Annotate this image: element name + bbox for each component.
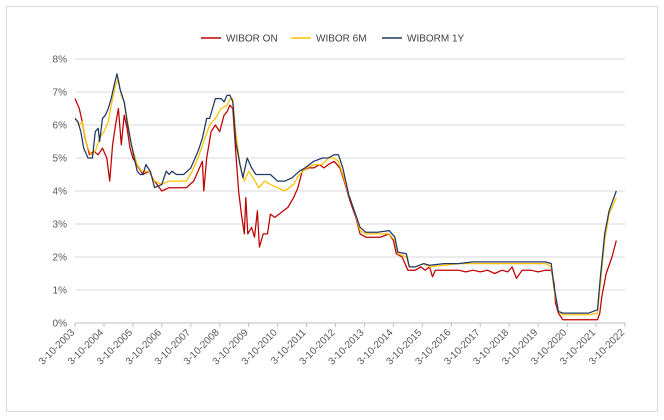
chart-frame	[6, 6, 658, 412]
y-tick-label: 8%	[53, 55, 68, 66]
legend: WIBOR ON WIBOR 6M WIBORM 1Y	[201, 34, 465, 45]
y-tick-label: 0%	[53, 319, 68, 330]
y-tick-label: 4%	[53, 187, 68, 198]
legend-label: WIBOR ON	[226, 34, 278, 45]
y-tick-label: 1%	[53, 286, 68, 297]
x-axis-ticks: 3-10-20033-10-20043-10-20053-10-20063-10…	[37, 323, 627, 367]
y-tick-label: 7%	[53, 88, 68, 99]
y-tick-label: 3%	[53, 220, 68, 231]
series-lines	[74, 73, 617, 321]
series-line-wiborm-1y	[74, 73, 617, 314]
y-tick-label: 5%	[53, 154, 68, 165]
y-axis-ticks: 0% 1% 2% 3% 4% 5% 6% 7% 8%	[53, 55, 68, 330]
legend-label: WIBORM 1Y	[407, 34, 465, 45]
y-tick-label: 6%	[53, 121, 68, 132]
series-line-wibor-6m	[74, 78, 617, 316]
gridlines	[75, 58, 625, 324]
y-tick-label: 2%	[53, 253, 68, 264]
series-line-wibor-on	[74, 98, 617, 321]
legend-label: WIBOR 6M	[316, 34, 367, 45]
